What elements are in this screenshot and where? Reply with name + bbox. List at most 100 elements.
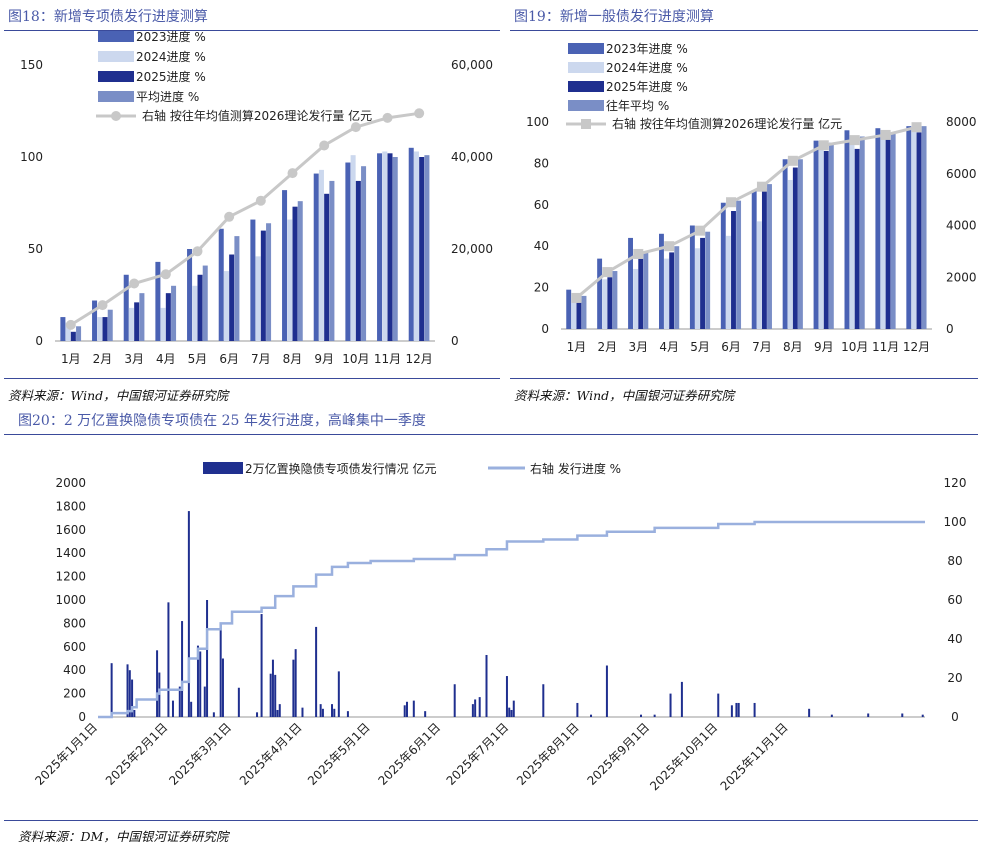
fig18-bar xyxy=(387,153,393,341)
fig20-bar xyxy=(510,709,513,717)
fig20-bar xyxy=(717,693,720,717)
fig18-bar xyxy=(260,230,266,341)
fig20-ytick-left: 400 xyxy=(63,663,86,677)
fig20-bar xyxy=(412,700,415,717)
fig18-line-point xyxy=(319,140,330,151)
fig20-ytick-right: 20 xyxy=(947,671,962,685)
fig19-xtick: 5月 xyxy=(690,340,710,354)
fig18-bar xyxy=(192,285,198,341)
fig18-bar xyxy=(70,331,76,341)
fig20-bar xyxy=(901,713,904,717)
fig19-bar xyxy=(736,200,742,329)
fig19-bar xyxy=(844,130,850,329)
fig20-bar xyxy=(653,714,656,717)
fig18-bar xyxy=(165,293,171,341)
fig20-bar xyxy=(167,602,170,717)
fig19-line-point xyxy=(602,267,613,278)
fig18-bar xyxy=(287,219,293,341)
fig20-caption-rule xyxy=(4,434,978,435)
fig19-ytick-right: 2000 xyxy=(946,270,977,284)
fig18-line-point xyxy=(414,108,425,119)
fig19-legend-swatch xyxy=(568,100,604,111)
fig18-bar xyxy=(197,274,203,341)
fig18-ytick-left: 50 xyxy=(28,242,43,256)
fig20-bar xyxy=(808,708,811,717)
fig20-xtick: 2025年6月1日 xyxy=(375,720,443,788)
fig19-bar xyxy=(571,300,577,329)
fig20-bar xyxy=(187,511,190,717)
fig20-bar xyxy=(315,626,318,717)
fig19-xtick: 1月 xyxy=(567,340,587,354)
fig18-legend-swatch xyxy=(98,31,134,42)
fig18-bar xyxy=(250,219,256,341)
fig19-legend-swatch xyxy=(568,43,604,54)
fig20-xtick: 2025年8月1日 xyxy=(514,720,582,788)
fig19-bar xyxy=(581,295,587,329)
fig20-bar xyxy=(219,624,222,717)
fig20-bar xyxy=(753,702,756,717)
fig19-line-point xyxy=(849,135,860,146)
fig19-legend-swatch xyxy=(568,62,604,73)
fig19-bar xyxy=(643,252,649,329)
fig19-line-point xyxy=(787,155,798,166)
fig18-bar xyxy=(102,317,108,341)
fig20-bar xyxy=(171,700,174,717)
fig20-bar xyxy=(319,704,322,717)
fig20-legend-label: 右轴 发行进度 % xyxy=(530,461,621,476)
fig20-bar xyxy=(737,702,740,717)
fig19-ytick-left: 80 xyxy=(534,156,549,170)
fig18-bar xyxy=(171,285,177,341)
fig20-bar xyxy=(133,709,136,717)
fig18-legend-swatch xyxy=(98,51,134,62)
fig19-bar xyxy=(890,132,896,329)
fig18-bar xyxy=(187,249,193,341)
fig20-ytick-left: 2000 xyxy=(55,476,86,490)
fig19-bar xyxy=(597,258,603,329)
fig18-line-point xyxy=(224,211,235,222)
fig18-bar xyxy=(92,300,98,341)
fig19-legend-swatch xyxy=(568,81,604,92)
fig20-bar xyxy=(485,654,488,717)
fig19-ytick-right: 8000 xyxy=(946,115,977,129)
fig19-xtick: 11月 xyxy=(872,340,899,354)
fig18-ytick-left: 150 xyxy=(20,58,43,72)
fig20-bar xyxy=(256,712,259,717)
fig20-bar xyxy=(730,705,733,717)
fig19-line-point xyxy=(880,129,891,140)
fig20-bar xyxy=(331,704,334,717)
fig19-line-point xyxy=(911,122,922,133)
fig18-legend-label: 右轴 按往年均值测算2026理论发行量 亿元 xyxy=(142,108,372,123)
fig20-bar xyxy=(178,686,181,717)
fig20-bar xyxy=(640,714,643,717)
fig18-bar xyxy=(297,201,303,341)
fig18-bar xyxy=(107,309,113,341)
fig19-xtick: 4月 xyxy=(659,340,679,354)
fig18-bar xyxy=(345,162,351,341)
fig18-legend-label: 平均进度 % xyxy=(136,89,199,104)
fig19-legend-label: 右轴 按往年均值测算2026理论发行量 亿元 xyxy=(612,116,842,131)
fig20-line-series xyxy=(98,520,925,719)
fig19-bar xyxy=(720,202,726,329)
fig20-ytick-left: 600 xyxy=(63,640,86,654)
fig18-caption-rule xyxy=(4,30,500,31)
fig18-bar xyxy=(419,157,425,341)
fig20-legend-swatch xyxy=(203,462,243,474)
fig18-xtick: 12月 xyxy=(406,352,433,366)
fig19-bar xyxy=(818,144,824,329)
fig20-bar xyxy=(301,707,304,717)
fig18-ytick-right: 40,000 xyxy=(451,150,493,164)
fig18-legend-label: 2024进度 % xyxy=(136,49,206,64)
fig18-bar xyxy=(292,206,298,341)
fig20-bar xyxy=(260,614,263,717)
fig19-line-point xyxy=(633,248,644,259)
fig20-xtick: 2025年1月1日 xyxy=(32,720,100,788)
fig20-bar xyxy=(471,704,474,717)
fig20-bar xyxy=(278,704,281,717)
fig18-line-point xyxy=(65,319,76,330)
fig18-bar xyxy=(408,147,414,341)
fig19-bar xyxy=(689,225,695,329)
fig18-legend-marker xyxy=(111,111,121,121)
fig18-xtick: 3月 xyxy=(124,352,144,366)
fig20-bar xyxy=(190,701,193,717)
